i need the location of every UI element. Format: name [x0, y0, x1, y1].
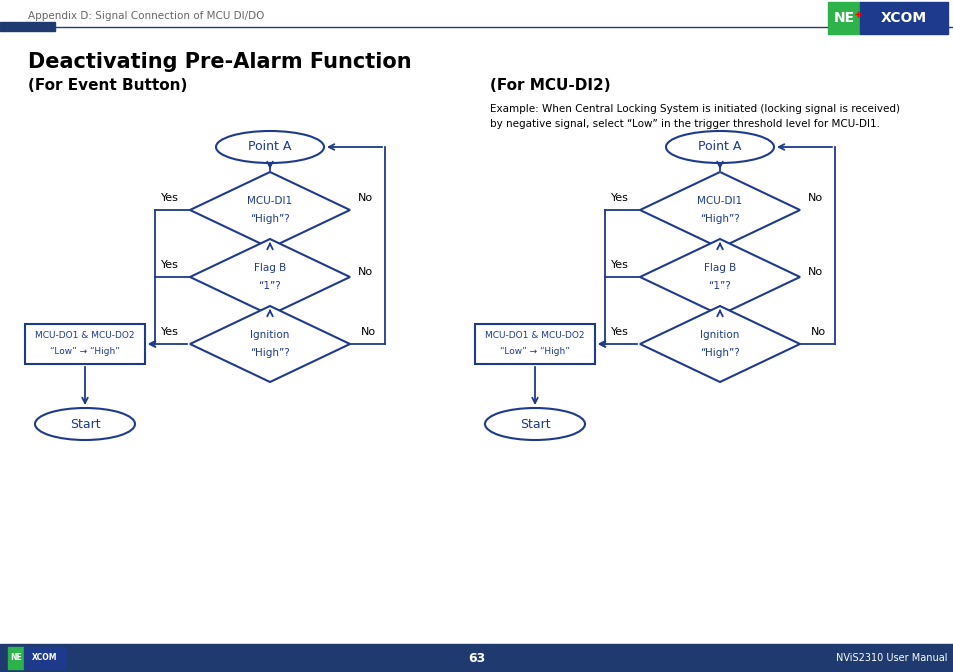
- Text: 63: 63: [468, 651, 485, 665]
- Bar: [0, 22, 55, 31]
- Text: XCOM: XCOM: [32, 653, 58, 663]
- Ellipse shape: [35, 408, 135, 440]
- Text: Point A: Point A: [698, 140, 740, 153]
- Text: Yes: Yes: [161, 327, 179, 337]
- Text: “High”?: “High”?: [700, 348, 740, 358]
- Text: Example: When Central Locking System is initiated (locking signal is received)
b: Example: When Central Locking System is …: [490, 104, 899, 129]
- Text: “High”?: “High”?: [250, 214, 290, 224]
- Text: “High”?: “High”?: [700, 214, 740, 224]
- Text: No: No: [360, 327, 375, 337]
- Polygon shape: [639, 306, 800, 382]
- FancyBboxPatch shape: [475, 324, 595, 364]
- Ellipse shape: [215, 131, 324, 163]
- Text: Appendix D: Signal Connection of MCU DI/DO: Appendix D: Signal Connection of MCU DI/…: [28, 11, 264, 21]
- Text: “1”?: “1”?: [258, 281, 281, 291]
- Text: XCOM: XCOM: [880, 11, 926, 25]
- Bar: [859, 2, 947, 34]
- Text: (For MCU-DI2): (For MCU-DI2): [490, 79, 610, 93]
- Polygon shape: [190, 239, 350, 315]
- Text: Yes: Yes: [161, 260, 179, 270]
- Text: Yes: Yes: [611, 260, 628, 270]
- Text: “Low” → “High”: “Low” → “High”: [499, 347, 569, 357]
- Bar: [0, 644, 953, 672]
- Text: Ignition: Ignition: [700, 330, 739, 340]
- Text: Start: Start: [70, 417, 100, 431]
- Text: NE: NE: [10, 653, 22, 663]
- Text: NE: NE: [833, 11, 854, 25]
- Bar: [24, 647, 66, 669]
- Text: Ignition: Ignition: [250, 330, 290, 340]
- Text: MCU-DI1: MCU-DI1: [697, 196, 741, 206]
- Text: No: No: [357, 267, 373, 277]
- Bar: [8, 647, 24, 669]
- Bar: [827, 2, 859, 34]
- Text: Deactivating Pre-Alarm Function: Deactivating Pre-Alarm Function: [28, 52, 411, 72]
- Text: “1”?: “1”?: [708, 281, 731, 291]
- Ellipse shape: [665, 131, 773, 163]
- Text: Point A: Point A: [248, 140, 292, 153]
- Text: Start: Start: [519, 417, 550, 431]
- Text: No: No: [357, 193, 373, 203]
- Text: Flag B: Flag B: [253, 263, 286, 273]
- Text: No: No: [810, 327, 824, 337]
- Text: NViS2310 User Manual: NViS2310 User Manual: [836, 653, 947, 663]
- Text: Yes: Yes: [611, 193, 628, 203]
- Text: MCU-DI1: MCU-DI1: [247, 196, 293, 206]
- Text: No: No: [806, 193, 821, 203]
- Text: Yes: Yes: [611, 327, 628, 337]
- Polygon shape: [190, 172, 350, 248]
- Ellipse shape: [484, 408, 584, 440]
- Text: Yes: Yes: [161, 193, 179, 203]
- Text: No: No: [806, 267, 821, 277]
- Text: “Low” → “High”: “Low” → “High”: [50, 347, 120, 357]
- Polygon shape: [639, 172, 800, 248]
- Text: “High”?: “High”?: [250, 348, 290, 358]
- FancyBboxPatch shape: [25, 324, 145, 364]
- Text: MCU-DO1 & MCU-DO2: MCU-DO1 & MCU-DO2: [485, 331, 584, 341]
- Text: (For Event Button): (For Event Button): [28, 79, 187, 93]
- Text: Flag B: Flag B: [703, 263, 736, 273]
- Polygon shape: [190, 306, 350, 382]
- Text: MCU-DO1 & MCU-DO2: MCU-DO1 & MCU-DO2: [35, 331, 134, 341]
- Polygon shape: [639, 239, 800, 315]
